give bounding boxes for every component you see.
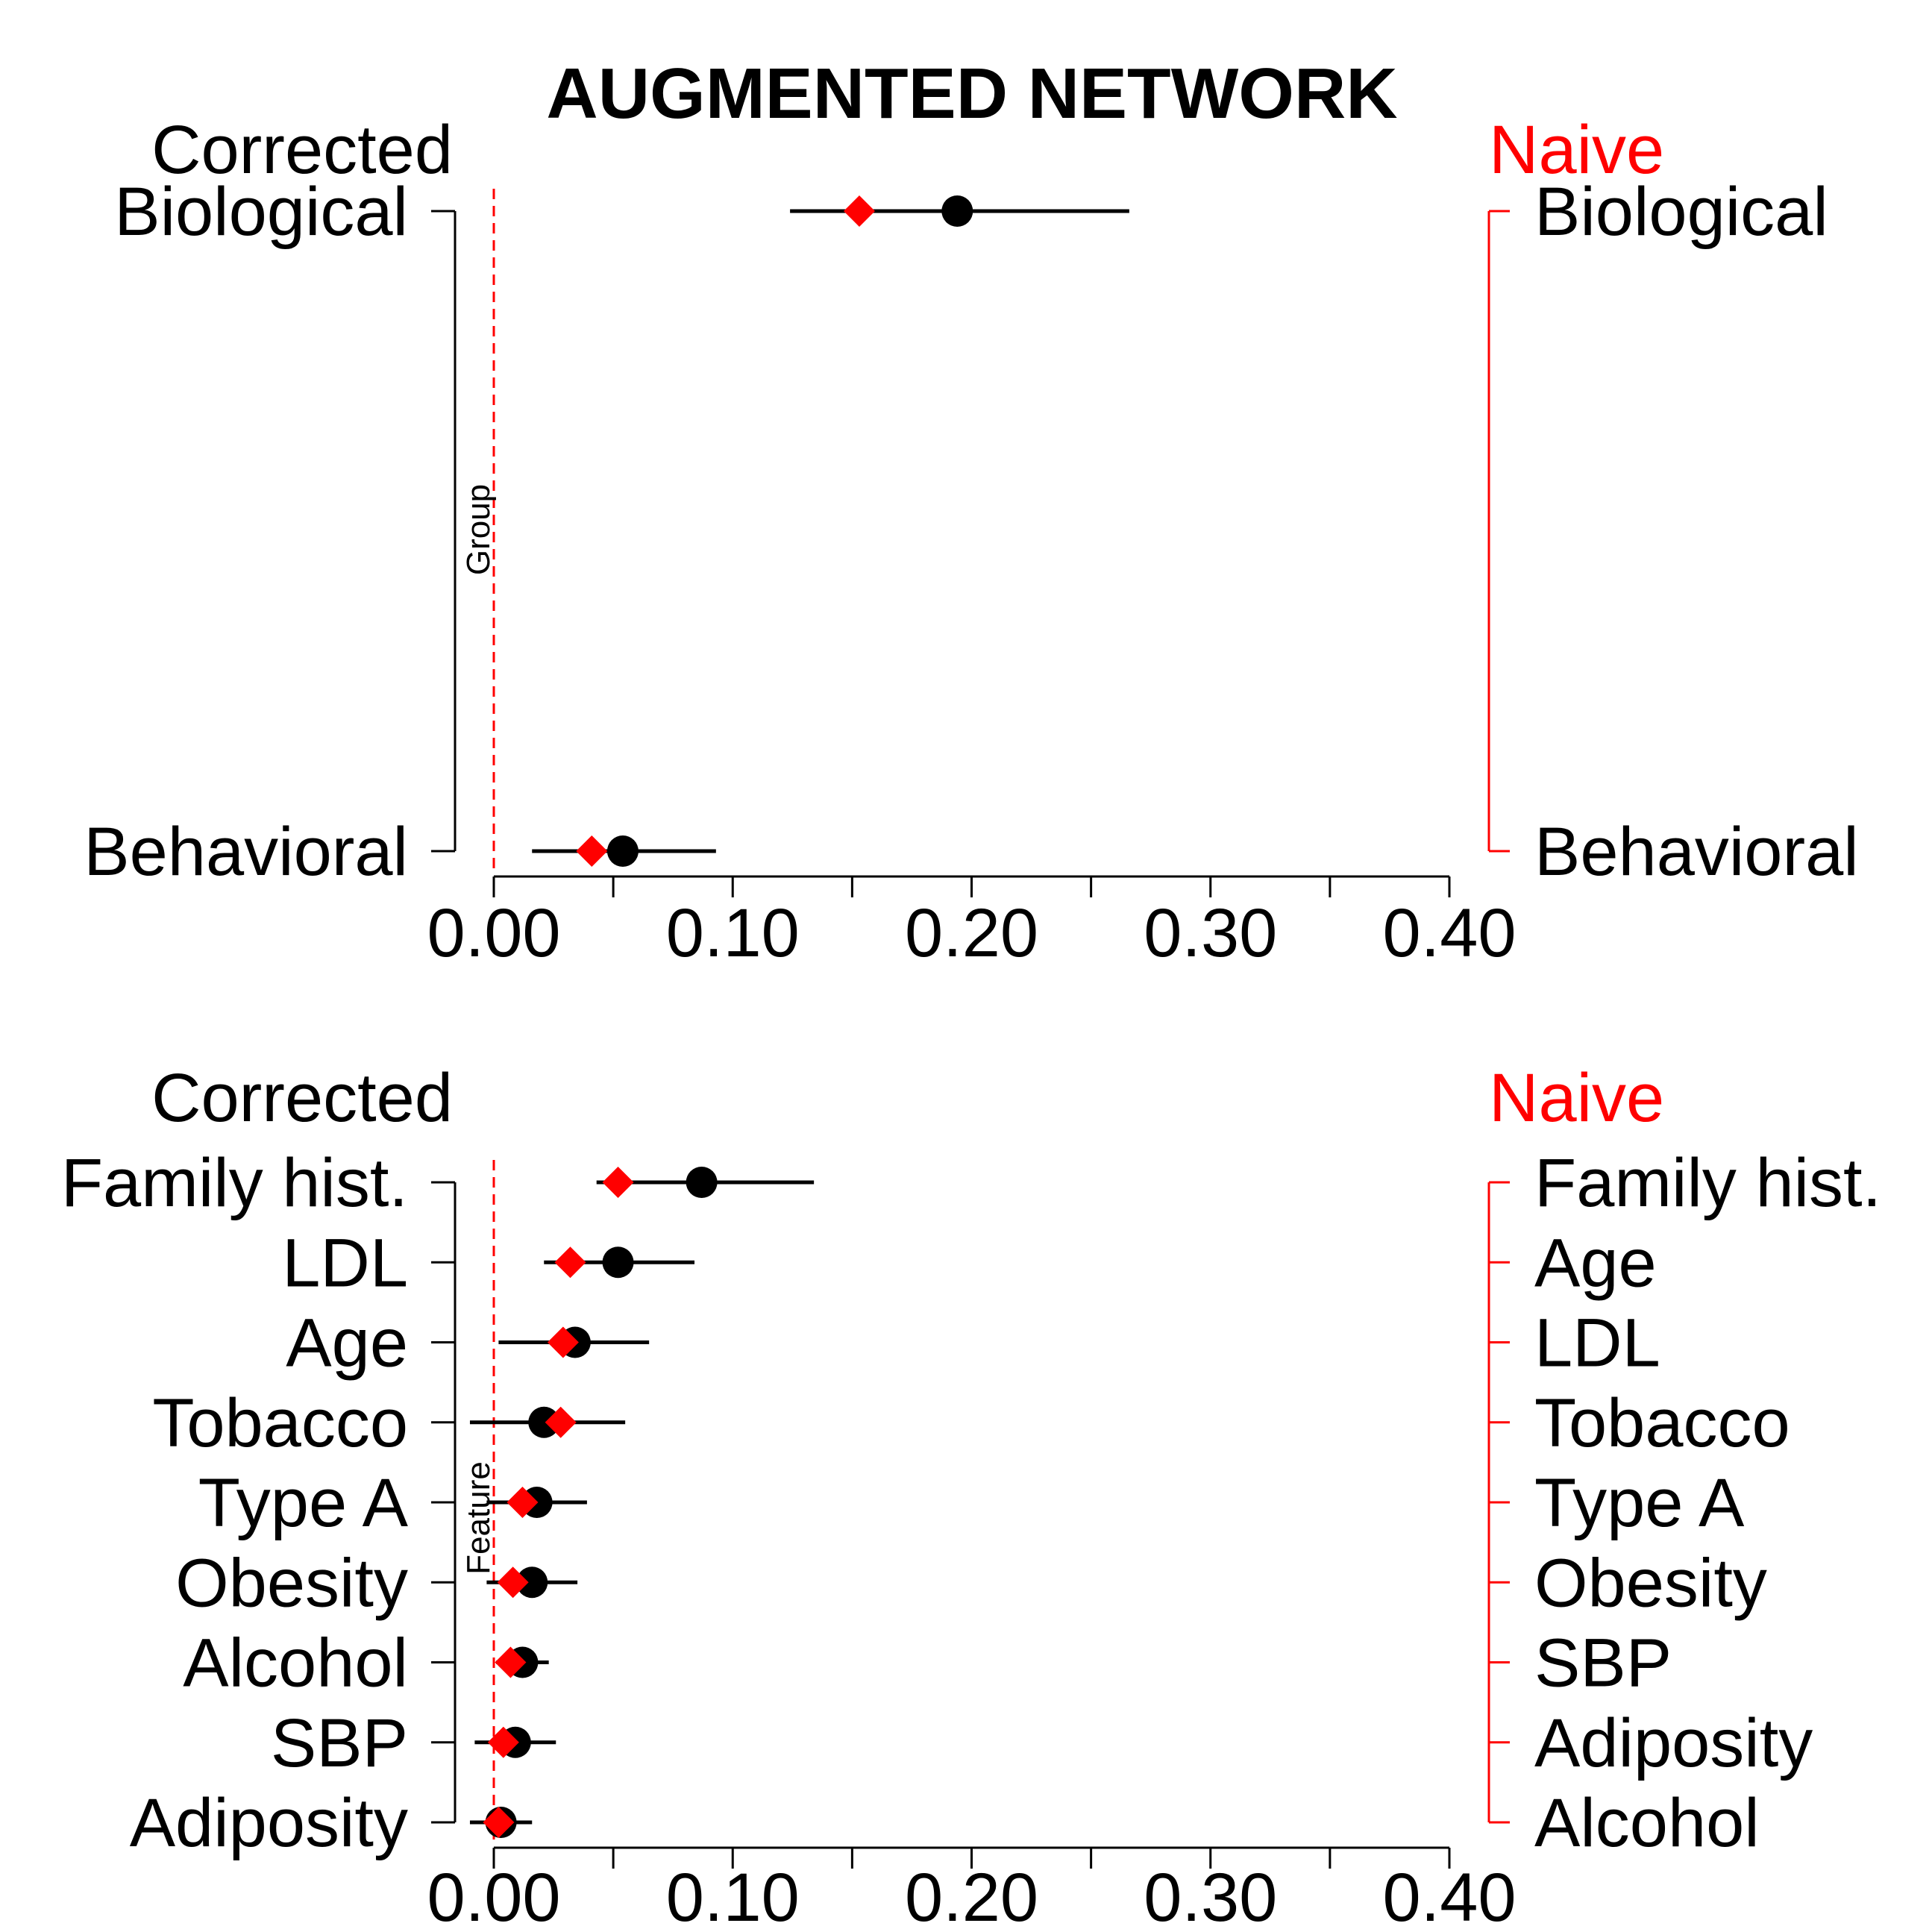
corrected-point bbox=[602, 1246, 634, 1279]
inner-axis-label: Feature bbox=[460, 1461, 497, 1575]
naive-point bbox=[487, 1726, 519, 1758]
right-category-label: Biological bbox=[1534, 174, 1828, 250]
naive-point bbox=[554, 1246, 586, 1279]
x-tick-label: 0.20 bbox=[905, 895, 1038, 971]
left-category-label: SBP bbox=[271, 1705, 408, 1781]
x-tick-label: 0.30 bbox=[1144, 895, 1277, 971]
x-tick-label: 0.00 bbox=[427, 1860, 560, 1932]
right-category-label: Tobacco bbox=[1534, 1385, 1790, 1461]
x-tick-label: 0.00 bbox=[427, 895, 560, 971]
naive-point bbox=[495, 1646, 527, 1678]
corrected-point bbox=[686, 1167, 718, 1198]
left-category-label: Biological bbox=[114, 174, 408, 250]
right-category-label: Alcohol bbox=[1534, 1785, 1760, 1861]
right-category-label: Behavioral bbox=[1534, 814, 1859, 890]
naive-point bbox=[497, 1566, 529, 1599]
corrected-point bbox=[528, 1406, 560, 1438]
right-category-label: Type A bbox=[1534, 1465, 1745, 1541]
corrected-point bbox=[941, 195, 973, 227]
naive-point bbox=[545, 1406, 577, 1438]
x-tick-label: 0.30 bbox=[1144, 1860, 1277, 1932]
left-category-label: Type A bbox=[198, 1465, 409, 1541]
left-category-label: Behavioral bbox=[84, 814, 408, 890]
left-header-corrected: Corrected bbox=[151, 112, 453, 188]
group-panel: Corrected NaiveBiologicalBehavioralBiolog… bbox=[84, 112, 1858, 971]
right-category-label: Family hist. bbox=[1534, 1145, 1881, 1221]
x-tick-label: 0.40 bbox=[1382, 895, 1516, 971]
left-category-label: Family hist. bbox=[61, 1145, 408, 1221]
corrected-point bbox=[606, 835, 639, 867]
chart-title: AUGMENTED NETWORK bbox=[546, 54, 1397, 134]
right-category-label: SBP bbox=[1534, 1625, 1672, 1702]
left-category-label: Alcohol bbox=[183, 1625, 408, 1702]
left-category-label: Obesity bbox=[175, 1545, 408, 1621]
x-tick-label: 0.40 bbox=[1382, 1860, 1516, 1932]
naive-point bbox=[602, 1167, 634, 1198]
naive-point bbox=[576, 835, 608, 867]
left-category-label: Adiposity bbox=[130, 1785, 408, 1861]
right-category-label: Age bbox=[1534, 1225, 1657, 1301]
naive-point bbox=[483, 1807, 515, 1838]
right-category-label: LDL bbox=[1534, 1305, 1660, 1381]
x-tick-label: 0.10 bbox=[666, 1860, 800, 1932]
inner-axis-label: Group bbox=[460, 484, 497, 575]
left-header-corrected: Corrected bbox=[151, 1060, 453, 1136]
x-tick-label: 0.20 bbox=[905, 1860, 1038, 1932]
x-tick-label: 0.10 bbox=[666, 895, 800, 971]
right-header-naive: Naive bbox=[1489, 112, 1664, 188]
right-header-naive: Naive bbox=[1489, 1060, 1664, 1136]
naive-point bbox=[843, 195, 875, 227]
right-category-label: Obesity bbox=[1534, 1545, 1767, 1621]
left-category-label: Tobacco bbox=[152, 1385, 408, 1461]
left-category-label: LDL bbox=[282, 1225, 408, 1301]
right-category-label: Adiposity bbox=[1534, 1705, 1813, 1781]
naive-point bbox=[506, 1487, 539, 1518]
left-category-label: Age bbox=[286, 1305, 408, 1381]
naive-point bbox=[547, 1326, 579, 1358]
corrected-point bbox=[516, 1566, 548, 1599]
